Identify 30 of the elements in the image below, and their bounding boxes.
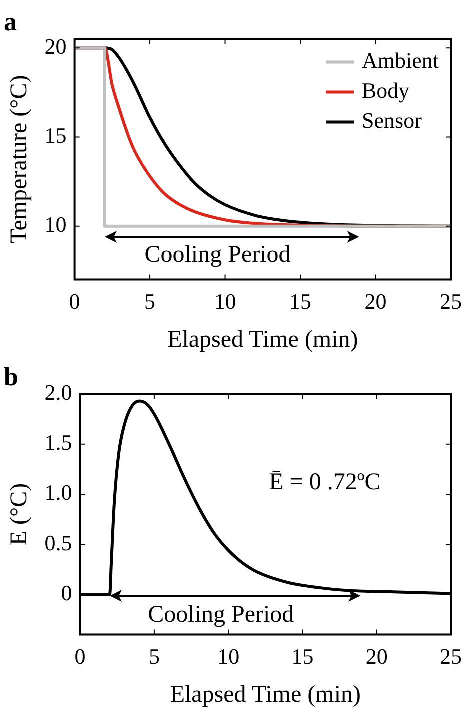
y-tick-label: 0: [61, 580, 72, 606]
y-tick-label: 20: [44, 34, 67, 59]
x-tick-label: 25: [440, 288, 462, 314]
annotation: Ē = 0 .72ºC: [269, 470, 381, 496]
x-tick-label: 5: [144, 288, 156, 314]
y-tick-label: 1.0: [44, 480, 72, 506]
y-tick-label: 1.5: [44, 430, 72, 456]
legend-label: Ambient: [362, 48, 440, 73]
x-tick-label: 15: [292, 644, 314, 669]
annotation: Cooling Period: [148, 602, 294, 628]
y-tick-label: 10: [44, 212, 67, 238]
x-tick-label: 15: [290, 288, 312, 314]
y-tick-label: 15: [44, 123, 67, 148]
y-axis-title: E (°C): [6, 483, 33, 546]
y-tick-label: 2.0: [44, 380, 72, 405]
x-axis-title: Elapsed Time (min): [170, 682, 361, 708]
x-tick-label: 20: [364, 288, 387, 314]
x-tick-label: 25: [440, 644, 462, 669]
x-tick-label: 5: [148, 644, 160, 669]
x-tick-label: 20: [366, 644, 388, 669]
y-tick-label: 0.5: [44, 530, 72, 556]
chart-title: a: [4, 7, 17, 36]
y-axis-title: Temperature (°C): [6, 75, 33, 244]
x-tick-label: 10: [214, 288, 236, 314]
legend-label: Sensor: [362, 108, 423, 133]
x-tick-label: 10: [218, 644, 240, 669]
annotation: Cooling Period: [144, 242, 291, 268]
legend-label: Body: [362, 78, 410, 103]
x-axis-title: Elapsed Time (min): [168, 326, 358, 353]
chart-title: b: [4, 362, 18, 392]
